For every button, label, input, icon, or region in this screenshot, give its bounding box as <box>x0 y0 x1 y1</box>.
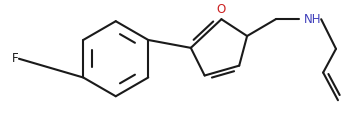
Text: O: O <box>217 3 226 16</box>
Text: NH: NH <box>303 13 321 26</box>
Text: F: F <box>12 52 19 65</box>
